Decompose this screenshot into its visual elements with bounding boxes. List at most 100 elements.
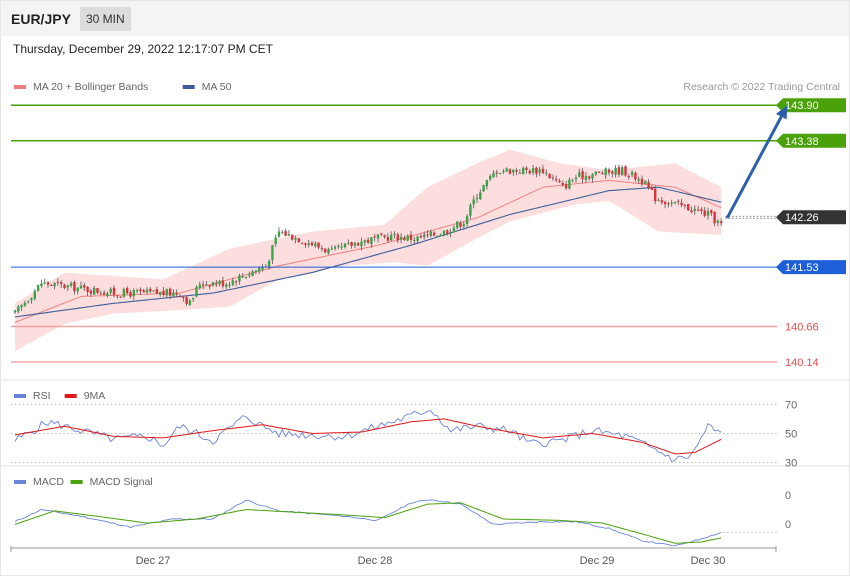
x-tick-label: Dec 28: [358, 555, 393, 567]
candle-body: [541, 168, 545, 174]
candle-body: [17, 306, 20, 312]
candle-body: [630, 171, 634, 176]
candle-body: [677, 200, 680, 202]
candle-body: [687, 204, 690, 211]
candle-body: [27, 301, 30, 303]
x-tick-label: Dec 30: [691, 555, 726, 567]
candle-body: [624, 166, 627, 176]
candle-body: [680, 202, 683, 206]
candle-body: [436, 235, 439, 237]
candle-body: [238, 275, 241, 282]
candle-body: [66, 285, 69, 288]
candle-body: [446, 230, 449, 234]
candle-body: [152, 290, 155, 292]
candle-body: [254, 270, 258, 273]
candle-body: [347, 242, 350, 244]
candle-body: [53, 283, 56, 287]
candle-body: [713, 211, 716, 224]
candle-body: [69, 283, 73, 286]
candle-body: [162, 290, 165, 295]
candle-body: [545, 172, 548, 174]
chart-header: EUR/JPY 30 MIN: [1, 1, 849, 36]
candle-body: [215, 283, 218, 285]
candle-body: [660, 200, 663, 203]
candle-body: [198, 284, 201, 289]
candle-body: [423, 234, 426, 237]
candle-body: [234, 281, 238, 283]
candle-body: [231, 280, 234, 285]
candle-body: [357, 243, 360, 246]
candle-body: [413, 240, 416, 242]
candle-body: [373, 236, 376, 238]
rsi-tick-label: 70: [785, 399, 797, 411]
candle-body: [627, 176, 630, 178]
candle-body: [706, 211, 710, 216]
candle-body: [584, 175, 588, 180]
candle-body: [145, 289, 149, 293]
legend-label: RSI: [33, 390, 51, 402]
candle-body: [102, 292, 106, 295]
candle-body: [419, 236, 423, 238]
candle-body: [350, 242, 353, 246]
candle-body: [581, 171, 584, 180]
candle-body: [588, 176, 591, 179]
candle-body: [495, 172, 498, 174]
current-price-tag: [776, 210, 846, 225]
legend-label: MACD: [33, 476, 64, 488]
candle-body: [380, 233, 383, 235]
candle-body: [607, 169, 611, 173]
legend-swatch: [14, 480, 26, 484]
candle-body: [396, 234, 399, 241]
candle-body: [690, 210, 693, 213]
candle-body: [211, 282, 215, 286]
candle-body: [205, 284, 208, 286]
candle-body: [132, 290, 135, 297]
candle-body: [291, 234, 294, 240]
candle-body: [568, 179, 571, 189]
candle-body: [86, 286, 89, 292]
legend-label: MA 50: [202, 81, 232, 93]
candle-body: [432, 232, 436, 236]
candle-body: [538, 169, 541, 173]
candle-body: [591, 174, 594, 179]
candle-body: [720, 221, 723, 224]
candle-body: [109, 288, 112, 293]
candle-body: [172, 292, 175, 296]
candle-body: [479, 192, 482, 200]
macd-signal-line: [14, 502, 722, 544]
candle-body: [139, 289, 142, 292]
candle-body: [363, 240, 366, 243]
candle-body: [449, 232, 452, 234]
candle-body: [320, 248, 324, 250]
candle-body: [469, 204, 472, 216]
candle-body: [489, 176, 492, 180]
candle-body: [20, 304, 23, 308]
candle-body: [317, 242, 320, 248]
bollinger-band-area: [15, 149, 722, 352]
candle-body: [73, 282, 76, 292]
resistance-tag: [776, 98, 846, 113]
candle-body: [149, 288, 152, 292]
candle-body: [614, 168, 617, 175]
candle-body: [439, 234, 442, 236]
candle-body: [126, 288, 129, 294]
candle-body: [597, 171, 601, 173]
candle-body: [307, 243, 310, 245]
candle-body: [327, 249, 330, 254]
candle-body: [508, 169, 512, 174]
candle-body: [337, 245, 340, 247]
candle-body: [324, 248, 327, 253]
legend-label: MACD Signal: [90, 476, 153, 488]
timeframe-button[interactable]: 30 MIN: [80, 7, 131, 31]
candle-body: [531, 168, 535, 173]
candle-body: [274, 237, 277, 244]
candle-body: [617, 167, 621, 175]
candle-body: [116, 295, 119, 297]
candle-body: [452, 227, 456, 233]
candle-body: [710, 210, 713, 214]
candle-body: [456, 221, 459, 228]
legend-swatch: [182, 85, 195, 89]
candle-body: [525, 167, 528, 170]
candle-body: [182, 297, 185, 298]
candle-body: [462, 224, 465, 227]
